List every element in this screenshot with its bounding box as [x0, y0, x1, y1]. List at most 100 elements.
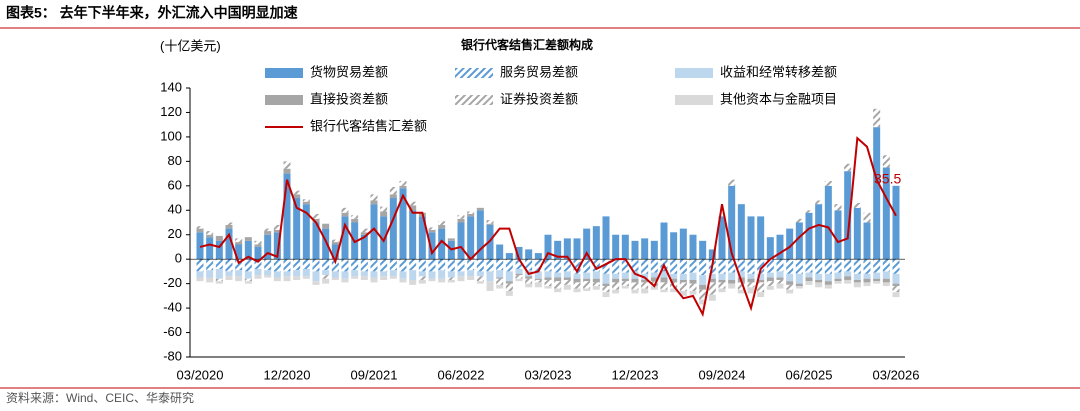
bar-segment — [476, 210, 484, 260]
bar-segment — [689, 290, 697, 295]
bar-segment — [631, 259, 639, 272]
bar-segment — [370, 200, 378, 205]
bar-segment — [699, 259, 707, 276]
bar-segment — [612, 273, 620, 279]
bar-segment — [805, 210, 813, 213]
bar-segment — [612, 278, 620, 283]
bar-segment — [235, 270, 243, 277]
bar-segment — [824, 273, 832, 282]
bar-segment — [235, 276, 243, 282]
bar-segment — [302, 259, 310, 269]
bar-segment — [670, 232, 678, 260]
bar-segment — [834, 272, 842, 279]
bar-segment — [737, 271, 745, 278]
bar-segment — [534, 278, 542, 280]
bar-segment — [302, 268, 310, 277]
bar-segment — [544, 259, 552, 272]
bar-segment — [525, 276, 533, 279]
legend-label: 货物贸易差额 — [310, 64, 388, 79]
bar-segment — [351, 259, 359, 271]
bar-segment — [670, 273, 678, 279]
bar-segment — [776, 234, 784, 260]
bar-segment — [892, 292, 900, 298]
line-series — [199, 136, 897, 318]
bar-segment — [882, 259, 890, 272]
bar-segment — [718, 279, 726, 283]
bar-segment — [882, 155, 890, 168]
bar-segment — [718, 288, 726, 293]
bar-segment — [447, 259, 455, 272]
bar-segment — [776, 283, 784, 289]
bar-segment — [399, 188, 407, 260]
bar-segment — [476, 271, 484, 277]
bar-segment — [844, 163, 852, 172]
bar-segment — [689, 283, 697, 291]
bar-segment — [215, 268, 223, 279]
bar-segment — [853, 207, 861, 260]
y-tick-label: 80 — [168, 153, 182, 168]
bar-segment — [447, 277, 455, 280]
bar-segment — [312, 271, 320, 282]
bar-segment — [244, 259, 252, 272]
bar-segment — [844, 171, 852, 260]
bar-segment — [747, 273, 755, 279]
bar-segment — [428, 271, 436, 279]
bar-segment — [776, 279, 784, 284]
bar-segment — [776, 259, 784, 272]
bar-segment — [370, 204, 378, 260]
x-tick-label: 09/2024 — [699, 367, 746, 382]
bar-segment — [641, 279, 649, 283]
bar-segment — [718, 216, 726, 260]
legend-label: 其他资本与金融项目 — [720, 91, 837, 106]
bar-segment — [660, 277, 668, 283]
bar-segment — [757, 279, 765, 283]
bar-segment — [766, 259, 774, 273]
bar-segment — [728, 179, 736, 186]
bar-segment — [554, 259, 562, 273]
bar-segment — [882, 282, 890, 287]
bar-segment — [360, 271, 368, 277]
bar-segment — [380, 259, 388, 272]
bar-segment — [341, 271, 349, 279]
bar-segment — [467, 211, 475, 214]
bar-segment — [273, 224, 281, 230]
bar-segment — [892, 286, 900, 293]
bar-segment — [882, 278, 890, 283]
bar-segment — [380, 206, 388, 212]
bar-segment — [844, 259, 852, 272]
bar-segment — [534, 271, 542, 279]
bar-segment — [892, 283, 900, 287]
bar-segment — [331, 271, 339, 278]
bar-segment — [302, 204, 310, 260]
bar-segment — [844, 279, 852, 284]
bar-segment — [225, 271, 233, 277]
bar-segment — [679, 228, 687, 260]
bar-segment — [273, 229, 281, 233]
bar-segment — [515, 278, 523, 282]
bar-segment — [196, 277, 204, 282]
x-tick-label: 06/2025 — [786, 367, 833, 382]
bar-segment — [322, 270, 330, 276]
bar-segment — [341, 259, 349, 272]
y-tick-label: -60 — [163, 324, 182, 339]
bar-segment — [196, 232, 204, 260]
bar-segment — [418, 276, 426, 280]
bar-segment — [815, 273, 823, 280]
bar-segment — [641, 282, 649, 289]
y-tick-label: -80 — [163, 348, 182, 363]
bar-segment — [496, 270, 504, 278]
bar-segment — [670, 259, 678, 274]
bar-segment — [679, 279, 687, 283]
bar-segment — [583, 228, 591, 260]
bar-segment — [583, 259, 591, 273]
bar-segment — [737, 289, 745, 294]
bar-segment — [438, 278, 446, 283]
bar-segment — [283, 161, 291, 169]
bar-segment — [766, 281, 774, 287]
bar-segment — [786, 281, 794, 285]
bar-segment — [824, 185, 832, 260]
bar-segment — [728, 259, 736, 273]
y-tick-label: 140 — [160, 79, 182, 94]
bar-segment — [293, 194, 301, 199]
bar-segment — [592, 282, 600, 287]
